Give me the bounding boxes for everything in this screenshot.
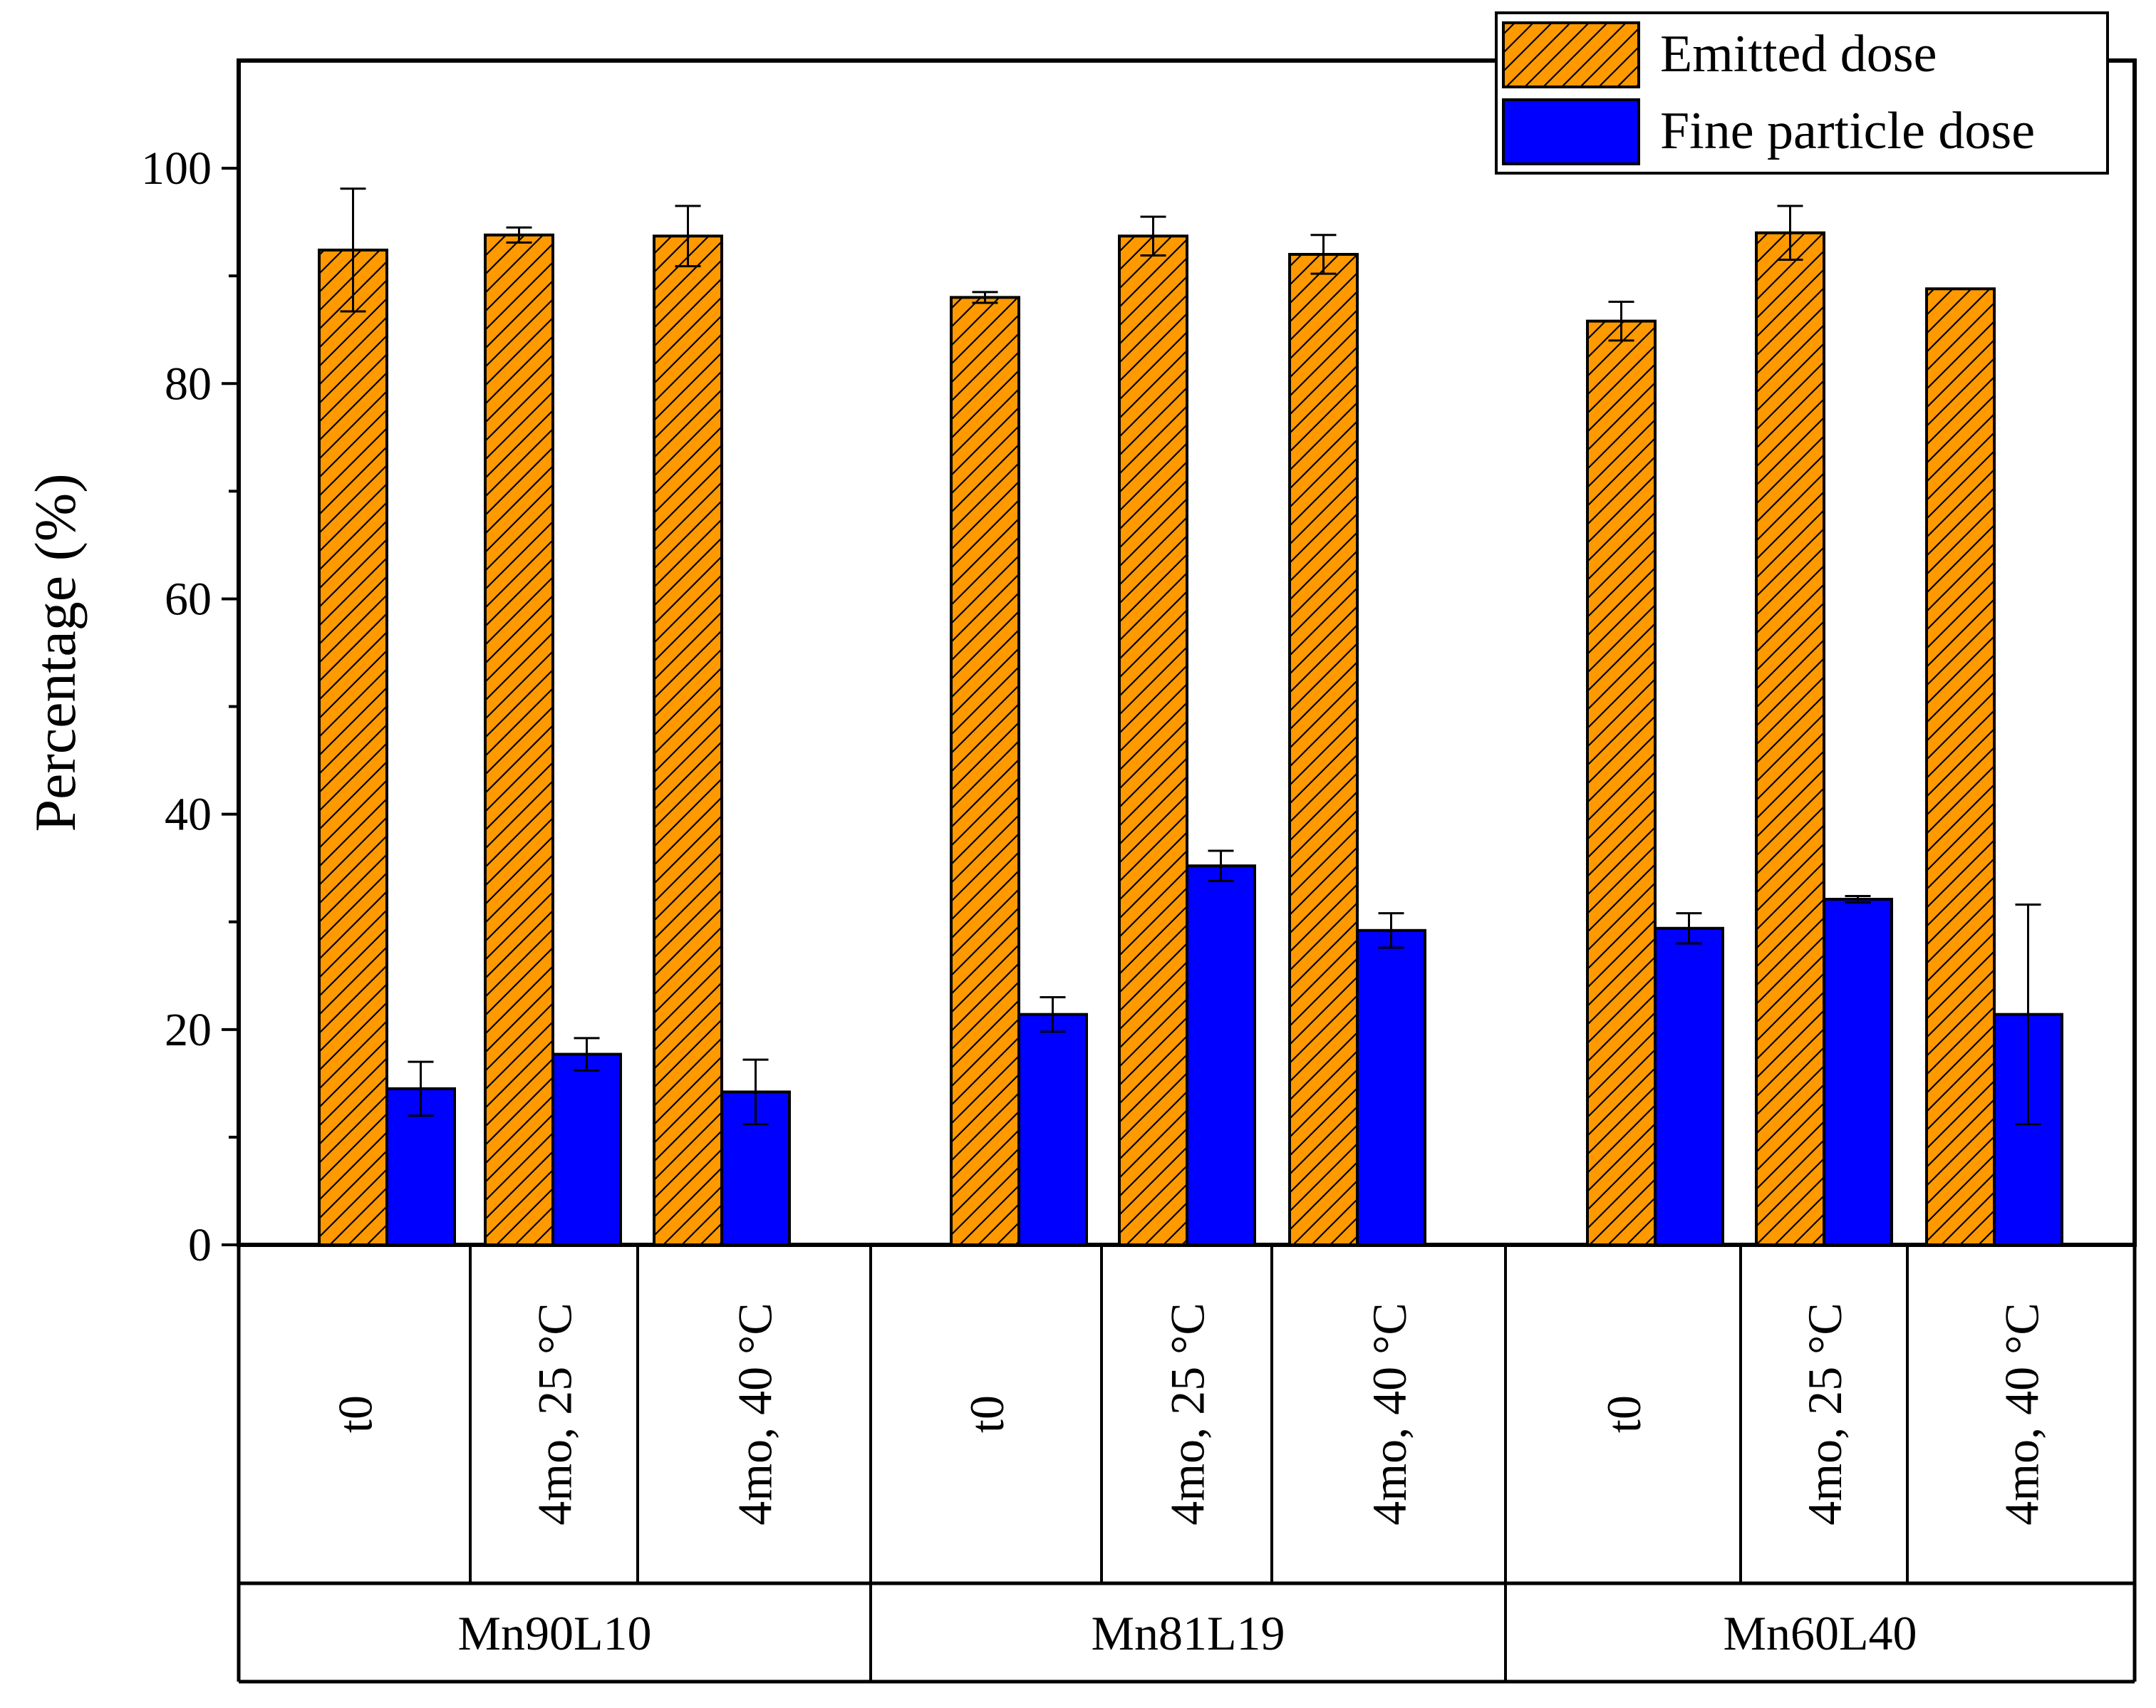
fine-particle-dose-bar bbox=[1356, 928, 1426, 1247]
y-tick-label: 80 bbox=[165, 358, 212, 410]
emitted-dose-bar bbox=[1586, 319, 1657, 1246]
emitted-dose-error-bar bbox=[1310, 234, 1337, 275]
bars-layer bbox=[318, 231, 2063, 1247]
y-tick-label: 60 bbox=[165, 573, 212, 625]
fine-particle-dose-error-bar bbox=[408, 1060, 434, 1117]
category-label: t0 bbox=[960, 1395, 1014, 1433]
group-label: Mn81L19 bbox=[1092, 1606, 1285, 1660]
emitted-dose-bar bbox=[484, 233, 554, 1247]
category-label: 4mo, 25 °C bbox=[1798, 1303, 1852, 1525]
category-label: t0 bbox=[328, 1395, 383, 1433]
error-bars-layer bbox=[340, 187, 2041, 1126]
emitted-dose-error-bar bbox=[340, 187, 366, 313]
fine-particle-dose-bar bbox=[1017, 1013, 1088, 1246]
fine-particle-dose-error-bar bbox=[1378, 912, 1404, 949]
fine-particle-dose-error-bar bbox=[742, 1058, 769, 1126]
fine-particle-dose-error-bar bbox=[1040, 995, 1066, 1033]
fine-particle-dose-error-bar bbox=[1676, 912, 1702, 945]
legend-swatch-emitted-dose bbox=[1502, 21, 1640, 88]
y-tick-label: 40 bbox=[165, 789, 212, 841]
emitted-dose-bar bbox=[653, 234, 723, 1246]
emitted-dose-bar bbox=[1755, 231, 1825, 1246]
fine-particle-dose-bar bbox=[551, 1052, 622, 1246]
emitted-dose-error-bar bbox=[972, 291, 998, 304]
group-label: Mn90L10 bbox=[458, 1606, 652, 1660]
fine-particle-dose-bar bbox=[1823, 897, 1893, 1246]
category-label: 4mo, 25 °C bbox=[1161, 1303, 1215, 1525]
fine-particle-dose-bar bbox=[1654, 926, 1724, 1246]
emitted-dose-error-bar bbox=[1140, 215, 1166, 257]
emitted-dose-bar bbox=[1118, 234, 1188, 1246]
fine-particle-dose-error-bar bbox=[574, 1037, 600, 1072]
legend-swatch-fine-particle-dose bbox=[1502, 98, 1640, 165]
category-label: 4mo, 25 °C bbox=[528, 1303, 582, 1525]
category-label: t0 bbox=[1597, 1395, 1651, 1433]
emitted-dose-bar bbox=[318, 248, 388, 1246]
y-tick-label: 0 bbox=[188, 1219, 212, 1271]
emitted-dose-error-bar bbox=[1608, 300, 1634, 342]
emitted-dose-bar bbox=[1925, 287, 1996, 1246]
y-tick-label: 100 bbox=[141, 143, 212, 195]
fine-particle-dose-error-bar bbox=[1208, 849, 1234, 882]
category-label: 4mo, 40 °C bbox=[1362, 1303, 1416, 1525]
emitted-dose-bar bbox=[950, 296, 1020, 1246]
y-tick-label: 20 bbox=[165, 1004, 212, 1056]
fine-particle-dose-bar bbox=[1186, 864, 1256, 1247]
category-label: 4mo, 40 °C bbox=[1995, 1303, 2049, 1525]
category-label: 4mo, 40 °C bbox=[728, 1303, 782, 1525]
legend-label: Fine particle dose bbox=[1660, 102, 2035, 160]
legend-label: Emitted dose bbox=[1660, 25, 1937, 83]
emitted-dose-error-bar bbox=[506, 226, 532, 244]
y-axis-title: Percentage (%) bbox=[23, 473, 88, 832]
emitted-dose-error-bar bbox=[675, 205, 701, 268]
legend-layer: Emitted dose Fine particle dose bbox=[1495, 11, 2109, 175]
group-label: Mn60L40 bbox=[1724, 1606, 1917, 1660]
emitted-dose-error-bar bbox=[1777, 205, 1803, 262]
emitted-dose-bar bbox=[1288, 252, 1359, 1246]
category-table-layer: t0 4mo, 25 °C 4mo, 40 °C t0 4mo, 25 °C 4mo, 4… bbox=[237, 1245, 2137, 1684]
fine-particle-dose-error-bar bbox=[2015, 904, 2041, 1126]
fine-particle-dose-error-bar bbox=[1845, 894, 1871, 904]
